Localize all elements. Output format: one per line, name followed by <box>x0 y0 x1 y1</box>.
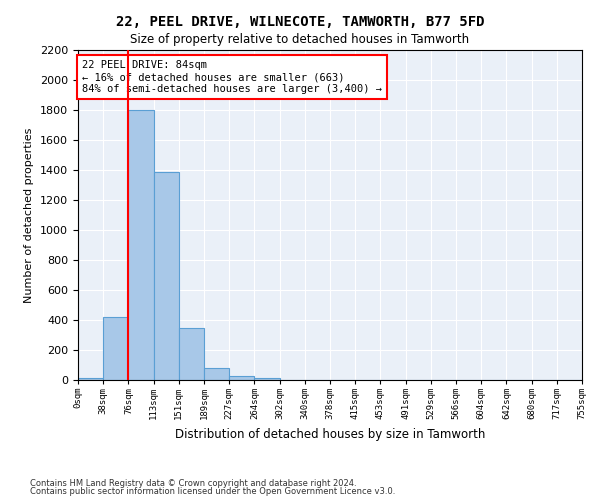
Bar <box>229 376 254 380</box>
Text: Contains HM Land Registry data © Crown copyright and database right 2024.: Contains HM Land Registry data © Crown c… <box>30 478 356 488</box>
Bar <box>103 317 128 380</box>
Text: 22 PEEL DRIVE: 84sqm
← 16% of detached houses are smaller (663)
84% of semi-deta: 22 PEEL DRIVE: 84sqm ← 16% of detached h… <box>82 60 382 94</box>
Bar <box>154 172 179 380</box>
Text: Size of property relative to detached houses in Tamworth: Size of property relative to detached ho… <box>130 32 470 46</box>
Bar <box>128 110 154 380</box>
Bar <box>254 378 280 380</box>
Bar <box>179 328 204 380</box>
Text: 22, PEEL DRIVE, WILNECOTE, TAMWORTH, B77 5FD: 22, PEEL DRIVE, WILNECOTE, TAMWORTH, B77… <box>116 15 484 29</box>
Bar <box>204 368 229 380</box>
Text: Contains public sector information licensed under the Open Government Licence v3: Contains public sector information licen… <box>30 487 395 496</box>
X-axis label: Distribution of detached houses by size in Tamworth: Distribution of detached houses by size … <box>175 428 485 440</box>
Bar <box>78 378 103 380</box>
Y-axis label: Number of detached properties: Number of detached properties <box>25 128 34 302</box>
